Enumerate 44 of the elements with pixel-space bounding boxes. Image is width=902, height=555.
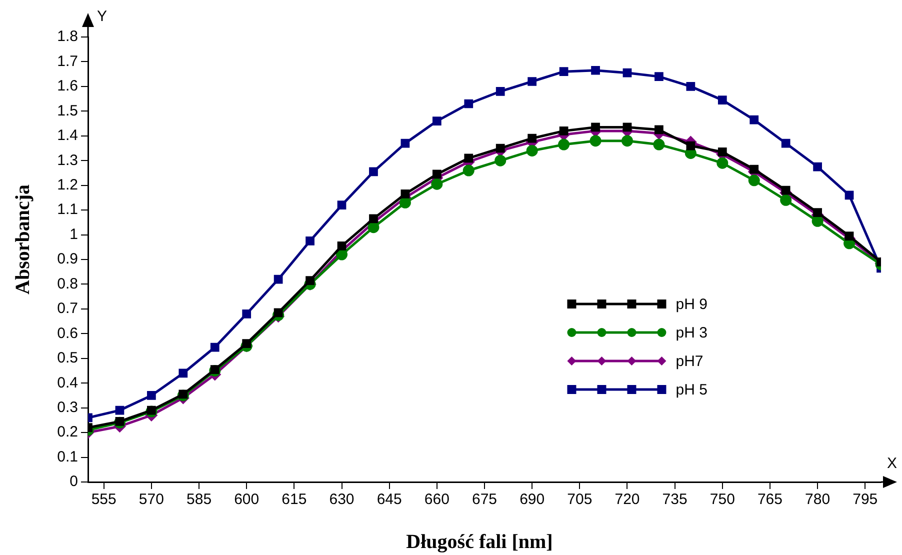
y-tick-label: 0.5 <box>57 350 78 367</box>
legend-label: pH 9 <box>676 296 708 314</box>
y-tick-label: 0.8 <box>57 275 78 292</box>
x-tick-label: 600 <box>234 491 260 508</box>
y-tick-label: 1.2 <box>57 176 78 194</box>
legend-label: pH7 <box>676 353 704 370</box>
text: X <box>887 455 898 472</box>
x-tick-label: 690 <box>520 491 545 508</box>
y-tick-label: 0 <box>70 473 78 490</box>
y-tick-label: 1.5 <box>57 102 78 120</box>
y-tick-label: 0.9 <box>57 250 78 268</box>
x-tick-label: 660 <box>424 491 450 508</box>
y-tick-label: 0.7 <box>57 300 78 318</box>
y-axis-title: Absorbancja <box>12 184 34 295</box>
legend-label: pH 3 <box>676 324 708 342</box>
y-tick-label: 1.1 <box>57 201 78 218</box>
y-tick-label: 1.8 <box>57 28 78 46</box>
x-tick-label: 795 <box>852 491 878 508</box>
y-tick-label: 1.4 <box>57 127 78 144</box>
x-tick-label: 720 <box>614 491 640 508</box>
x-tick-label: 750 <box>710 491 735 508</box>
y-tick-label: 1.6 <box>57 78 78 95</box>
y-tick-label: 0.3 <box>57 398 78 416</box>
x-tick-label: 735 <box>662 491 688 508</box>
y-tick-label: 0.2 <box>57 424 78 441</box>
x-tick-label: 615 <box>282 491 307 508</box>
x-tick-label: 570 <box>138 491 164 508</box>
x-tick-label: 675 <box>472 491 498 508</box>
x-tick-label: 765 <box>757 491 782 508</box>
y-tick-label: 1.3 <box>57 152 78 169</box>
x-tick-label: 585 <box>186 491 212 508</box>
x-tick-label: 705 <box>567 491 592 508</box>
y-tick-label: 1 <box>70 226 78 243</box>
y-tick-label: 0.4 <box>57 374 78 392</box>
y-tick-label: 1.7 <box>57 52 78 70</box>
x-tick-label: 555 <box>91 491 116 508</box>
y-tick-label: 0.6 <box>57 324 78 342</box>
x-tick-label: 645 <box>376 491 402 508</box>
x-tick-label: 630 <box>329 491 354 508</box>
x-axis-title: Długość fali [nm] <box>406 531 553 554</box>
text: Y <box>97 8 108 26</box>
legend-label: pH 5 <box>676 382 708 399</box>
x-tick-label: 780 <box>805 491 830 508</box>
y-tick-label: 0.1 <box>57 448 78 466</box>
